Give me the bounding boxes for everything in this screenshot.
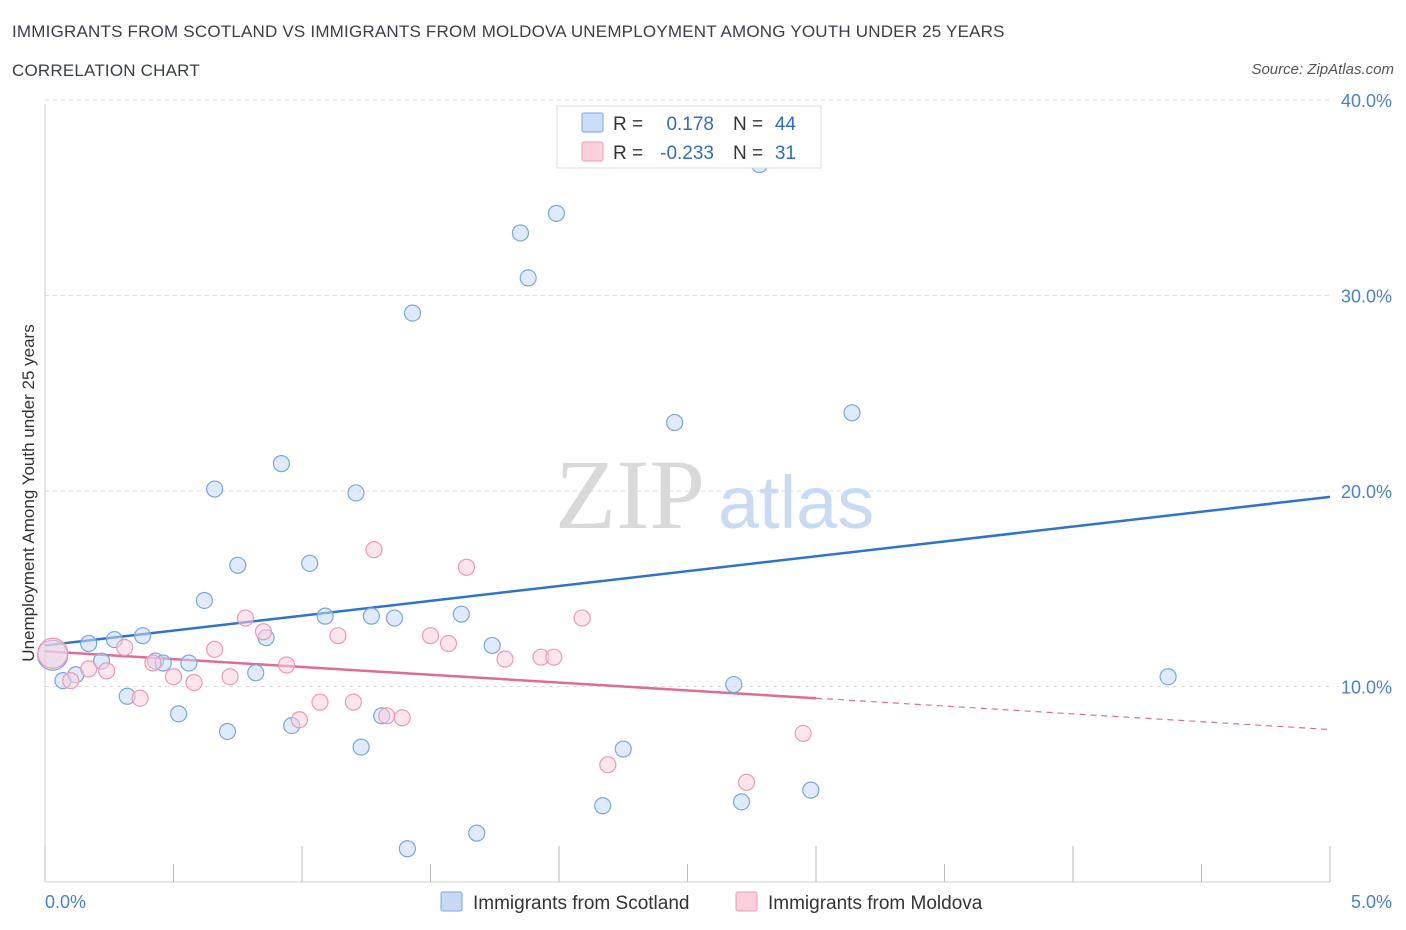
moldova-point-0	[37, 637, 69, 669]
moldova-point-8	[185, 673, 203, 692]
y-tick-label-40: 40.0%	[1341, 91, 1392, 111]
stats-legend-n-value-moldova: 31	[775, 143, 796, 164]
bottom-legend-label-moldova: Immigrants from Moldova	[768, 893, 983, 914]
moldova-point-13	[277, 656, 296, 674]
y-axis-label: Unemployment Among Youth under 25 years	[19, 324, 38, 661]
y-tick-label-30: 30.0%	[1341, 287, 1392, 307]
scotland-point-29	[452, 605, 470, 623]
scotland-point-35	[594, 797, 612, 815]
scotland-point-23	[352, 738, 370, 756]
chart-title: IMMIGRANTS FROM SCOTLAND VS IMMIGRANTS F…	[12, 22, 1005, 41]
scotland-point-42	[843, 404, 861, 422]
moldova-point-20	[393, 709, 411, 727]
bottom-legend: Immigrants from Scotland Immigrants from…	[440, 891, 983, 914]
scotland-point-31	[483, 636, 501, 655]
scotland-point-15	[229, 556, 247, 574]
y-tick-label-10: 10.0%	[1341, 678, 1392, 698]
x-tick-label-max: 5.0%	[1351, 892, 1392, 912]
watermark-atlas: atlas	[718, 461, 874, 544]
scotland-point-37	[666, 413, 684, 432]
trend-layer	[44, 495, 1331, 731]
axes-layer: 10.0% 20.0% 30.0% 40.0%	[44, 91, 1392, 883]
y-tick-label-20: 20.0%	[1341, 482, 1392, 502]
scotland-point-33	[519, 269, 537, 287]
stats-legend-r-label-moldova: R =	[613, 143, 643, 164]
scotland-point-34	[547, 204, 566, 222]
stats-legend-r-value-scotland: 0.178	[666, 114, 714, 135]
bottom-legend-swatch-moldova	[735, 891, 758, 912]
stats-legend-n-value-scotland: 44	[775, 114, 797, 135]
scotland-point-14	[218, 722, 237, 741]
stats-legend-n-label-moldova: N =	[733, 143, 763, 164]
moldova-point-24	[496, 650, 514, 668]
moldova-point-26	[545, 648, 563, 666]
moldova-point-6	[144, 654, 162, 672]
moldova-trend-line	[44, 650, 817, 700]
points-layer	[37, 155, 1177, 858]
moldova-point-30	[794, 724, 812, 743]
scotland-point-32	[511, 224, 530, 242]
moldova-point-14	[290, 711, 309, 729]
scotland-point-41	[802, 781, 820, 799]
moldova-point-18	[365, 541, 383, 559]
moldova-point-3	[98, 662, 116, 680]
scotland-point-43	[1159, 668, 1177, 686]
moldova-point-4	[116, 638, 134, 657]
scotland-point-11	[180, 654, 198, 672]
scotland-point-16	[247, 664, 265, 682]
moldova-point-21	[421, 627, 440, 645]
scotland-point-12	[195, 591, 213, 610]
grid-layer	[45, 99, 1330, 687]
moldova-point-27	[573, 609, 591, 627]
moldova-point-7	[164, 668, 183, 686]
moldova-point-23	[457, 558, 476, 576]
watermark-zip: ZIP	[555, 439, 705, 550]
scotland-point-7	[134, 627, 152, 645]
moldova-point-1	[62, 672, 80, 690]
stats-legend-n-label-scotland: N =	[733, 114, 763, 135]
stats-legend-r-label-scotland: R =	[613, 114, 643, 135]
moldova-point-22	[439, 634, 458, 653]
scotland-point-24	[362, 607, 380, 625]
scotland-point-10	[170, 705, 188, 723]
bottom-legend-label-scotland: Immigrants from Scotland	[473, 893, 689, 914]
stats-legend-swatch-scotland	[581, 112, 604, 133]
scotland-point-22	[347, 484, 365, 502]
scotland-point-20	[301, 554, 319, 572]
chart-source: Source: ZipAtlas.com	[1251, 61, 1394, 78]
scotland-point-26	[385, 609, 404, 627]
watermark: ZIP atlas	[555, 439, 874, 550]
moldova-point-19	[378, 707, 396, 725]
scotland-point-30	[468, 824, 486, 842]
moldova-point-10	[221, 668, 239, 686]
moldova-trend-extension	[815, 697, 1331, 731]
stats-legend: R = 0.178 N = 44 R = -0.233 N = 31	[556, 105, 822, 169]
scotland-point-27	[398, 840, 416, 858]
moldova-point-5	[131, 689, 149, 707]
moldova-point-15	[311, 693, 329, 711]
scotland-point-3	[80, 634, 98, 653]
chart-subtitle: CORRELATION CHART	[12, 61, 200, 80]
scotland-point-13	[206, 480, 224, 498]
scotland-point-21	[316, 607, 334, 625]
moldova-point-2	[80, 660, 98, 678]
moldova-point-28	[599, 756, 617, 774]
scotland-point-38	[725, 675, 743, 694]
moldova-point-16	[329, 627, 347, 645]
moldova-point-11	[236, 609, 255, 627]
stats-legend-r-value-moldova: -0.233	[660, 143, 714, 164]
scotland-trend-line	[44, 495, 1331, 647]
scotland-point-28	[403, 304, 422, 322]
x-tick-label-min: 0.0%	[45, 892, 86, 912]
moldova-point-12	[254, 623, 273, 641]
moldova-point-29	[738, 773, 756, 791]
moldova-point-9	[206, 640, 224, 658]
scotland-point-39	[732, 793, 751, 811]
stats-legend-swatch-moldova	[581, 141, 604, 162]
scotland-point-36	[614, 740, 632, 758]
bottom-legend-swatch-scotland	[440, 891, 463, 912]
moldova-point-17	[344, 693, 362, 711]
scotland-point-18	[272, 455, 291, 473]
